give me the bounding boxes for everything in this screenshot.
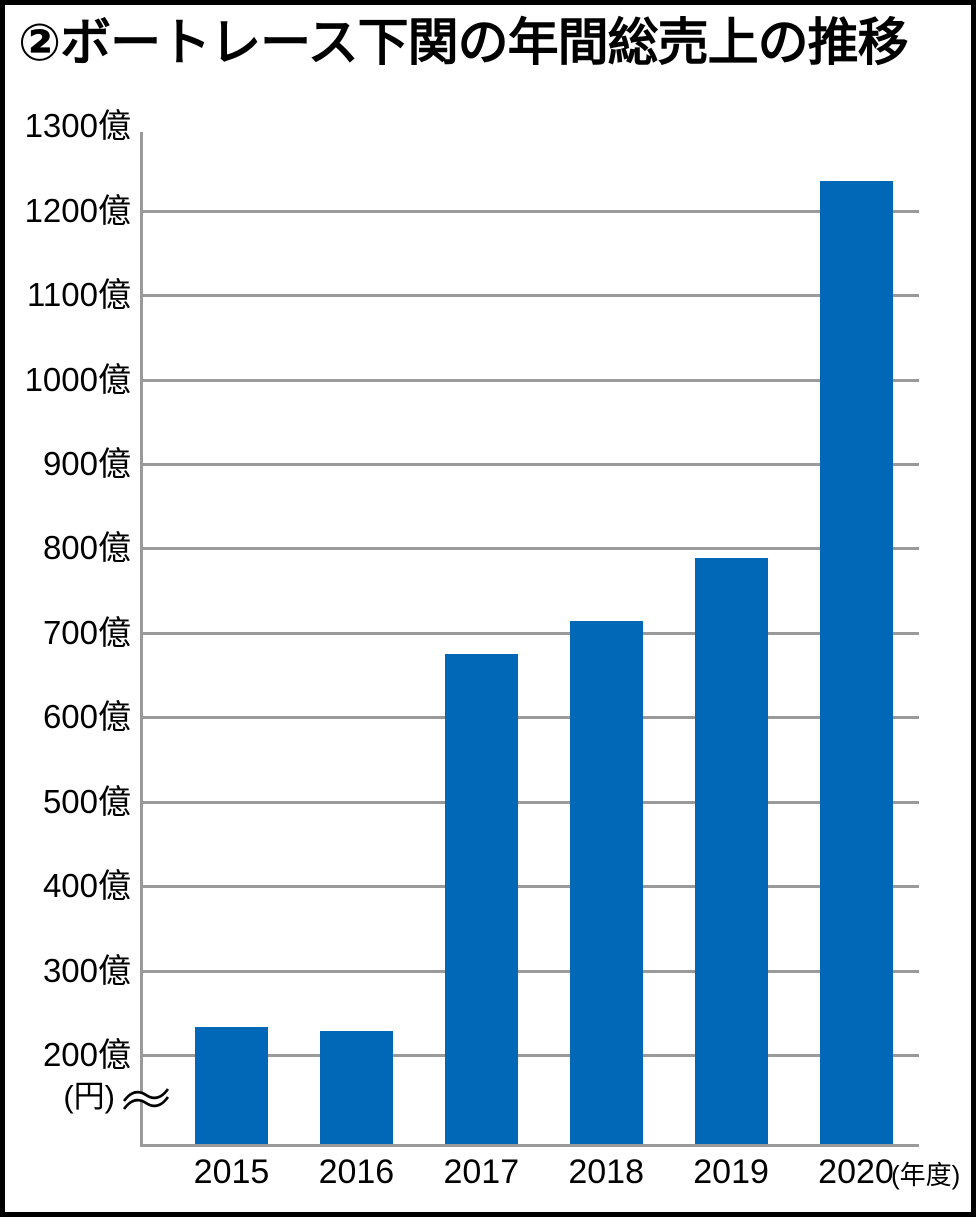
gridline-200	[140, 1054, 919, 1057]
gridline-1000	[140, 378, 919, 382]
gridline-800	[140, 547, 919, 551]
bar-2019	[694, 557, 768, 1146]
y-tick-label-200: 200億	[42, 1036, 131, 1073]
gridline-900	[140, 462, 919, 466]
y-tick-label-300: 300億	[42, 951, 131, 989]
y-tick-label-1000: 1000億	[24, 360, 131, 398]
chart-title: ②ボートレース下関の年間総売上の推移	[18, 14, 909, 71]
gridline-300	[140, 969, 919, 973]
bar-2016	[319, 1031, 393, 1146]
bar-2017	[444, 653, 518, 1146]
gridline-1100	[140, 294, 919, 298]
x-tick-label-2015: 2015	[193, 1153, 270, 1191]
gridline-500	[140, 800, 919, 804]
x-axis-line	[140, 1144, 919, 1147]
gridline-600	[140, 716, 919, 720]
y-axis-line	[140, 132, 143, 1146]
gridline-700	[140, 631, 919, 635]
y-axis-unit-label: (円)	[63, 1079, 115, 1114]
x-tick-label-2020: 2020	[818, 1153, 894, 1191]
y-tick-label-800: 800億	[42, 529, 131, 567]
x-axis-suffix-label: (年度)	[891, 1160, 961, 1190]
gridline-1200	[140, 209, 919, 213]
gridline-400	[140, 885, 919, 889]
x-tick-label-2017: 2017	[443, 1153, 520, 1191]
y-tick-label-600: 600億	[42, 698, 131, 736]
y-tick-label-1300: 1300億	[24, 107, 131, 145]
bar-2020	[819, 181, 893, 1146]
axis-break-icon	[122, 1088, 170, 1110]
x-tick-label-2018: 2018	[568, 1153, 644, 1191]
y-tick-label-900: 900億	[42, 444, 131, 482]
x-tick-label-2019: 2019	[693, 1153, 769, 1191]
y-tick-label-700: 700億	[42, 613, 131, 651]
y-tick-label-1200: 1200億	[24, 191, 131, 229]
bar-2018	[569, 621, 643, 1146]
bar-2015	[195, 1027, 268, 1146]
y-tick-label-1100: 1100億	[27, 276, 131, 314]
y-tick-label-400: 400億	[42, 867, 131, 905]
y-tick-label-500: 500億	[42, 782, 131, 820]
x-tick-label-2016: 2016	[318, 1153, 395, 1191]
